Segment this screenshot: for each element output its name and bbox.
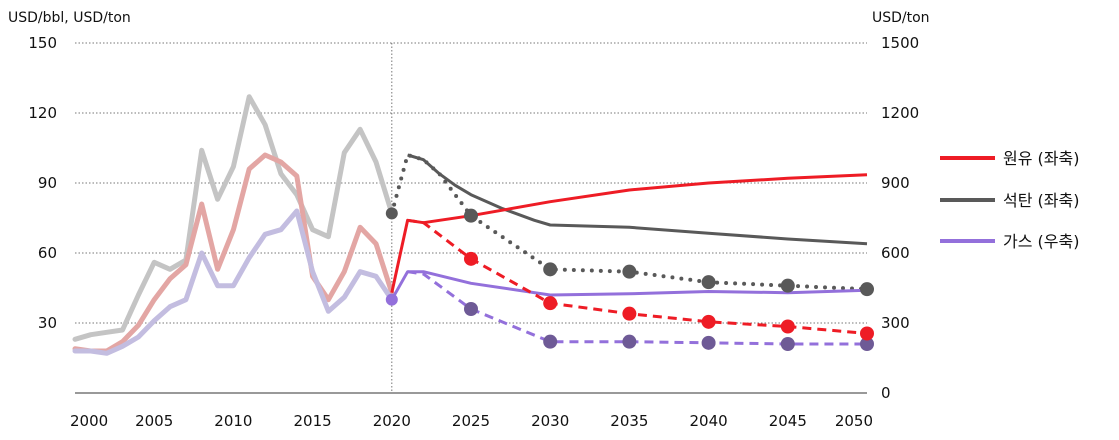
left-tick-labels: 30 60 90 120 150 [28,34,57,332]
x-tick-label: 2045 [769,412,807,430]
x-tick-labels: 2000 2005 2010 2015 2020 2025 2030 2035 2040 2045… [70,412,873,430]
x-tick-label: 2015 [294,412,332,430]
gas-scenario-point [543,334,558,349]
coal-scenario-line [389,153,869,292]
legend-label-coal: 석탄 (좌축) [1003,191,1079,210]
gas-scenario-point [860,337,874,351]
oil-scenario-point [701,314,716,329]
gas-scenario-line [407,270,867,346]
oil-scenario-point [464,251,478,266]
coal-scenario-point [543,262,558,277]
legend-label-oil: 원유 (좌축) [1003,149,1079,168]
right-tick-label: 1500 [881,34,919,52]
coal-projection-line [407,153,868,246]
oil-scenario-point [780,319,795,334]
coal-scenario-point [464,208,478,223]
oil-scenario-point [860,326,874,341]
x-tick-label: 2040 [690,412,728,430]
oil-scenario-line [407,218,868,335]
coal-scenario-point [780,278,795,293]
left-tick-label: 30 [38,314,57,332]
x-tick-label: 2020 [373,412,411,430]
legend: 원유 (좌축) 석탄 (좌축) 가스 (우축) [940,149,1079,251]
oil-scenario-point [543,296,558,311]
gas-scenario-point [464,302,478,316]
gas-scenario-point [780,337,795,351]
gas-scenario-point [701,335,716,350]
right-tick-label: 900 [881,174,910,192]
right-axis-label: USD/ton [872,10,930,26]
coal-history-line [72,94,395,342]
gas-history-line [72,208,395,356]
left-tick-label: 90 [38,174,57,192]
right-tick-labels: 0 300 600 900 1200 1500 [881,34,919,402]
legend-label-gas: 가스 (우축) [1003,232,1079,251]
x-tick-label: 2030 [531,412,569,430]
x-tick-label: 2035 [610,412,648,430]
gas-scenario-point [622,334,637,349]
oil-history-line [72,152,395,354]
right-tick-label: 600 [881,244,910,262]
right-tick-label: 0 [881,384,891,402]
left-tick-label: 60 [38,244,57,262]
x-tick-label: 2025 [452,412,490,430]
x-tick-label: 2050 [835,412,873,430]
x-tick-label: 2005 [135,412,173,430]
coal-scenario-point [385,207,398,220]
right-tick-label: 300 [881,314,910,332]
coal-scenario-point [622,264,637,279]
oil-scenario-point [622,306,637,321]
right-tick-label: 1200 [881,104,919,122]
left-axis-label: USD/bbl, USD/ton [8,10,131,26]
x-tick-label: 2010 [214,412,252,430]
left-tick-label: 120 [28,104,57,122]
coal-scenario-point [701,275,716,290]
left-tick-label: 150 [28,34,57,52]
plot-area [72,94,874,356]
x-tick-label: 2000 [70,412,108,430]
gas-scenario-point [385,293,398,306]
coal-scenario-point [860,282,874,297]
